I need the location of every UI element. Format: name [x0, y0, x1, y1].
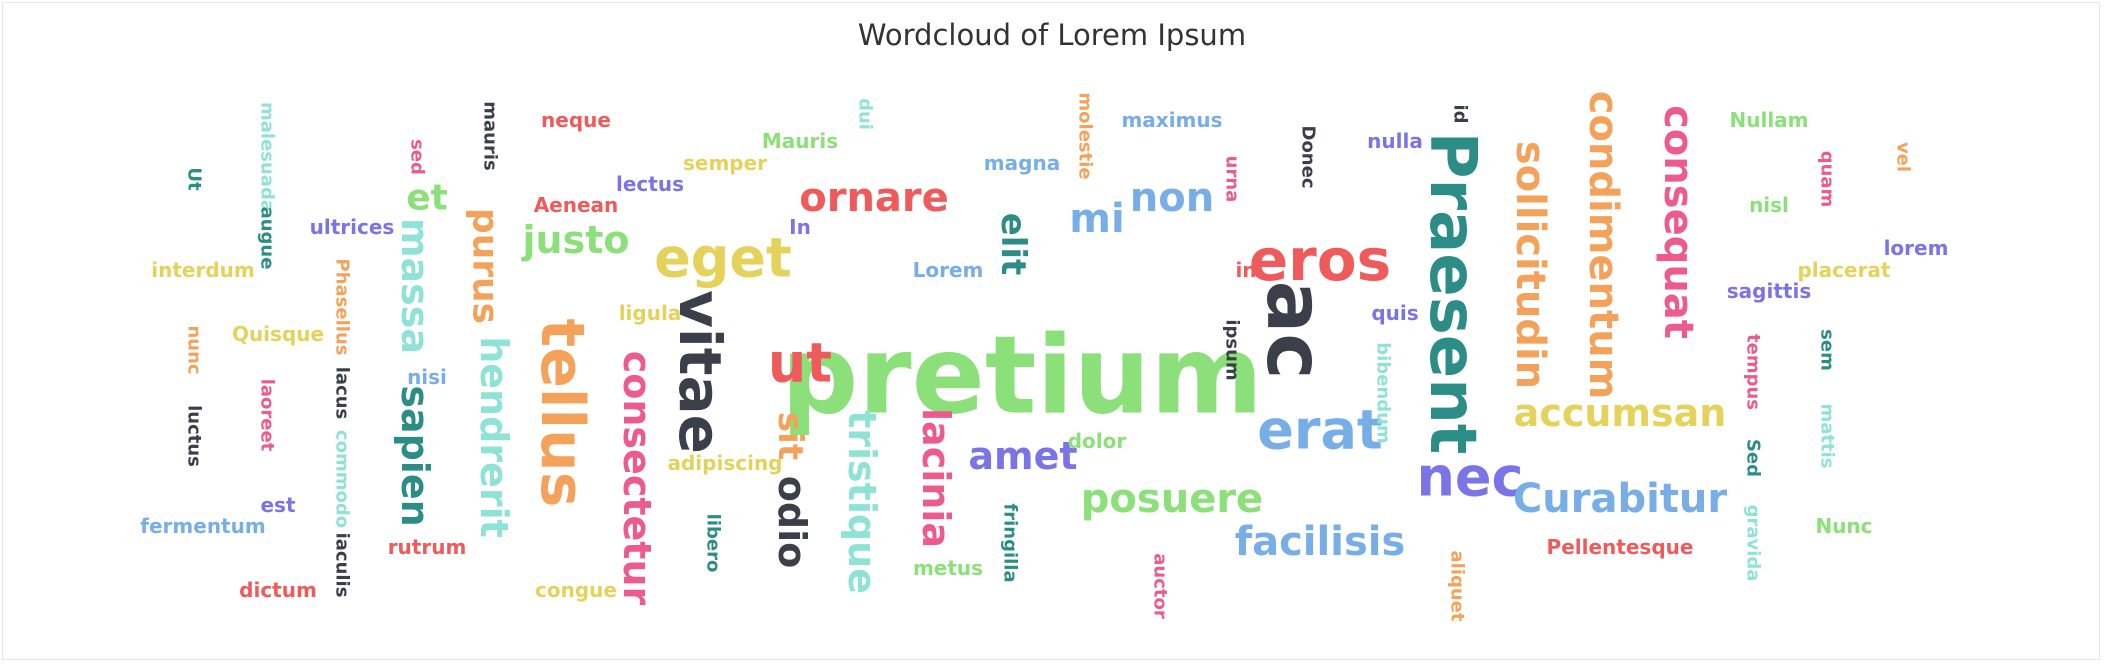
word-nunc: Nunc — [1815, 514, 1872, 538]
word-mauris: mauris — [480, 101, 501, 170]
word-sagittis: sagittis — [1727, 279, 1811, 303]
word-donec: Donec — [1298, 126, 1319, 189]
word-purus: purus — [465, 208, 506, 324]
word-neque: neque — [541, 108, 611, 132]
word-nisl: nisl — [1749, 193, 1789, 217]
word-est: est — [260, 493, 295, 517]
word-in: In — [789, 215, 811, 239]
word-ipsum: ipsum — [1222, 319, 1243, 380]
word-id: id — [1450, 104, 1471, 123]
word-congue: congue — [535, 578, 617, 602]
word-metus: metus — [913, 556, 983, 580]
word-aenean: Aenean — [534, 193, 619, 217]
word-mi: mi — [1069, 196, 1124, 242]
chart-title: Wordcloud of Lorem Ipsum — [857, 18, 1247, 52]
word-mattis: mattis — [1817, 404, 1838, 469]
word-laoreet: laoreet — [257, 379, 278, 452]
word-gravida: gravida — [1743, 505, 1764, 582]
word-malesuada: malesuada — [257, 102, 278, 212]
word-consequat: consequat — [1655, 105, 1701, 339]
word-lorem: lorem — [1884, 236, 1949, 260]
word-sollicitudin: sollicitudin — [1507, 141, 1553, 389]
word-ornare: ornare — [799, 175, 949, 221]
word-ac: ac — [1249, 281, 1339, 380]
word-eros: eros — [1249, 226, 1391, 294]
word-bibendum: bibendum — [1373, 342, 1394, 443]
word-tempus: tempus — [1743, 334, 1764, 410]
word-vitae: vitae — [666, 290, 734, 454]
word-dictum: dictum — [239, 578, 317, 602]
word-sed: Sed — [1743, 439, 1764, 477]
word-sit: sit — [770, 412, 810, 460]
word-nec: nec — [1416, 446, 1523, 509]
word-commodo: commodo — [332, 430, 353, 528]
word-quisque: Quisque — [232, 322, 324, 346]
word-luctus: luctus — [184, 405, 205, 467]
word-iaculis: iaculis — [332, 533, 353, 598]
word-aliquet: aliquet — [1447, 551, 1468, 622]
word-vel: vel — [1893, 142, 1914, 172]
word-urna: urna — [1222, 156, 1243, 203]
word-dui: dui — [855, 98, 876, 130]
word-libero: libero — [703, 514, 724, 573]
word-dolor: dolor — [1068, 429, 1127, 453]
word-in: in — [1235, 258, 1256, 282]
word-adipiscing: adipiscing — [667, 451, 782, 475]
word-fermentum: fermentum — [140, 514, 265, 538]
word-curabitur: Curabitur — [1513, 476, 1727, 522]
word-erat: erat — [1257, 399, 1383, 462]
word-nisi: nisi — [407, 365, 447, 389]
word-odio: odio — [770, 476, 814, 568]
word-condimentum: condimentum — [1580, 91, 1626, 400]
word-semper: semper — [683, 151, 767, 175]
word-placerat: placerat — [1797, 258, 1890, 282]
word-auctor: auctor — [1150, 553, 1171, 619]
word-mauris: Mauris — [762, 129, 838, 153]
word-ligula: ligula — [619, 301, 682, 325]
word-maximus: maximus — [1121, 108, 1222, 132]
word-interdum: interdum — [151, 258, 254, 282]
word-tristique: tristique — [840, 410, 884, 594]
word-quam: quam — [1817, 151, 1838, 208]
word-nulla: nulla — [1367, 129, 1423, 153]
word-amet: amet — [968, 434, 1077, 478]
word-lectus: lectus — [616, 172, 684, 196]
word-accumsan: accumsan — [1514, 391, 1727, 435]
word-magna: magna — [984, 151, 1060, 175]
word-non: non — [1130, 175, 1214, 221]
word-et: et — [406, 178, 448, 219]
word-fringilla: fringilla — [1000, 503, 1021, 582]
word-molestie: molestie — [1075, 92, 1096, 179]
word-praesent: Praesent — [1415, 132, 1489, 455]
word-nullam: Nullam — [1729, 108, 1808, 132]
word-ut: Ut — [184, 167, 205, 191]
word-quis: quis — [1371, 301, 1418, 325]
word-nunc: nunc — [184, 325, 205, 374]
word-tellus: tellus — [527, 319, 597, 508]
word-phasellus: Phasellus — [332, 259, 353, 356]
word-massa: massa — [393, 218, 437, 354]
word-ultrices: ultrices — [310, 215, 395, 239]
word-hendrerit: hendrerit — [472, 336, 516, 538]
word-justo: justo — [521, 218, 630, 262]
word-lacinia: lacinia — [914, 408, 958, 548]
word-augue: augue — [257, 207, 278, 270]
word-lacus: lacus — [332, 367, 353, 420]
word-pretium: pretium — [781, 314, 1263, 439]
word-sem: sem — [1817, 329, 1838, 371]
word-facilisis: facilisis — [1235, 519, 1406, 565]
word-posuere: posuere — [1081, 476, 1263, 522]
word-rutrum: rutrum — [388, 535, 467, 559]
word-elit: elit — [993, 213, 1033, 276]
word-sapien: sapien — [393, 385, 437, 526]
word-sed: sed — [407, 139, 428, 175]
word-eget: eget — [654, 227, 792, 290]
word-consectetur: consectetur — [615, 351, 659, 606]
word-ut: ut — [768, 332, 832, 395]
word-pellentesque: Pellentesque — [1547, 535, 1694, 559]
word-lorem: Lorem — [913, 258, 984, 282]
